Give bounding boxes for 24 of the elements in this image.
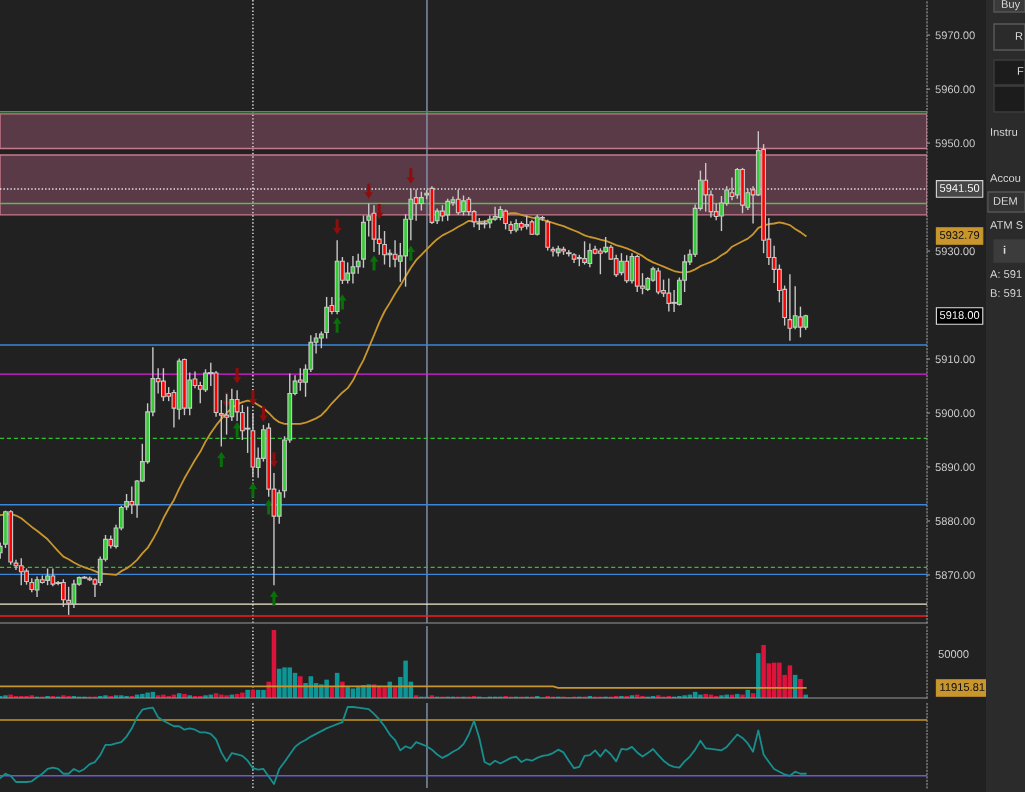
text: DEM	[993, 197, 1017, 205]
y-tick-label: 5910.00	[935, 355, 975, 364]
text: A: 591	[990, 270, 1022, 278]
y-tick-label: 5900.00	[935, 409, 975, 418]
text: R	[1015, 32, 1023, 40]
y-tick-label: 5970.00	[935, 31, 975, 40]
text: 50000	[938, 650, 969, 658]
text: 5932.79	[939, 231, 980, 239]
text: Accou	[990, 174, 1021, 182]
text: Instru	[991, 128, 1018, 136]
text: i	[1003, 245, 1006, 254]
text: 11915.81	[940, 683, 985, 691]
y-tick-label: 5930.00	[935, 247, 975, 256]
y-tick-label: 5870.00	[935, 571, 975, 580]
text: ATM S	[990, 221, 1023, 229]
y-tick-label: 5880.00	[935, 517, 975, 526]
text: B: 591	[990, 289, 1022, 297]
ref-line-label: 5941.50	[939, 184, 980, 192]
text: Buy	[1001, 0, 1021, 11]
y-tick-label: 5890.00	[935, 463, 975, 472]
text: F	[1017, 67, 1024, 75]
text: 5918.00	[939, 311, 980, 319]
y-tick-label: 5950.00	[935, 139, 975, 148]
y-tick-label: 5960.00	[935, 85, 975, 94]
